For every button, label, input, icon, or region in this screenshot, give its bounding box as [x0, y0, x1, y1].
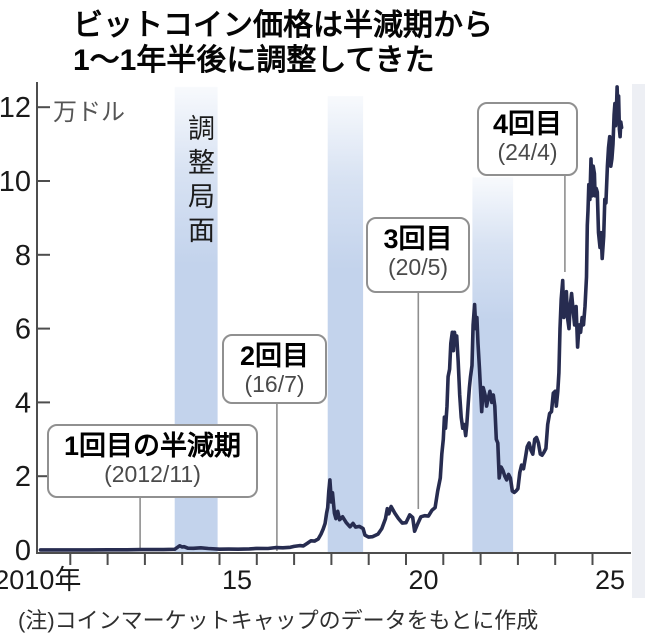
y-tick-label: 8	[15, 240, 31, 272]
y-tick-label: 4	[15, 387, 31, 419]
halving-1-date: (2012/11)	[104, 461, 201, 487]
y-tick-label: 10	[0, 166, 31, 198]
source-note: (注)コインマーケットキャップのデータをもとに作成	[18, 608, 539, 633]
halving-3-label: 3回目	[383, 224, 453, 254]
halving-2-callout: 2回目 (16/7)	[222, 334, 327, 404]
adjustment-phase-label: 調整局面	[184, 114, 214, 250]
bitcoin-price-line	[38, 85, 624, 552]
x-tick-label: 15	[222, 565, 252, 595]
halving-1-callout: 1回目の半減期 (2012/11)	[47, 424, 258, 498]
halving-3-date: (20/5)	[387, 254, 449, 280]
chart-title-line1: ビットコイン価格は半減期から	[73, 9, 493, 42]
y-tick-label: 6	[15, 314, 31, 346]
halving-4-date: (24/4)	[497, 139, 558, 165]
y-axis-unit-label: 万ドル	[53, 99, 125, 126]
halving-4-label: 4回目	[492, 109, 563, 139]
halving-2-date: (16/7)	[244, 371, 305, 397]
halving-4-callout: 4回目 (24/4)	[477, 102, 578, 176]
chart-title: ビットコイン価格は半減期から 1〜1年半後に調整してきた	[73, 8, 493, 78]
y-tick-label: 2	[15, 461, 31, 493]
x-tick-label: 2010年	[0, 565, 81, 595]
y-tick-label: 12	[0, 92, 31, 124]
adjustment-band-2	[327, 96, 364, 553]
x-tick-label: 20	[408, 565, 438, 595]
halving-3-callout: 3回目 (20/5)	[366, 217, 470, 293]
right-edge-strip	[632, 84, 645, 598]
halving-2-label: 2回目	[239, 341, 310, 371]
halving-1-label: 1回目の半減期	[63, 431, 242, 461]
y-tick-label: 0	[15, 535, 31, 567]
chart-title-line2: 1〜1年半後に調整してきた	[73, 44, 435, 77]
x-tick-label: 25	[595, 565, 625, 595]
